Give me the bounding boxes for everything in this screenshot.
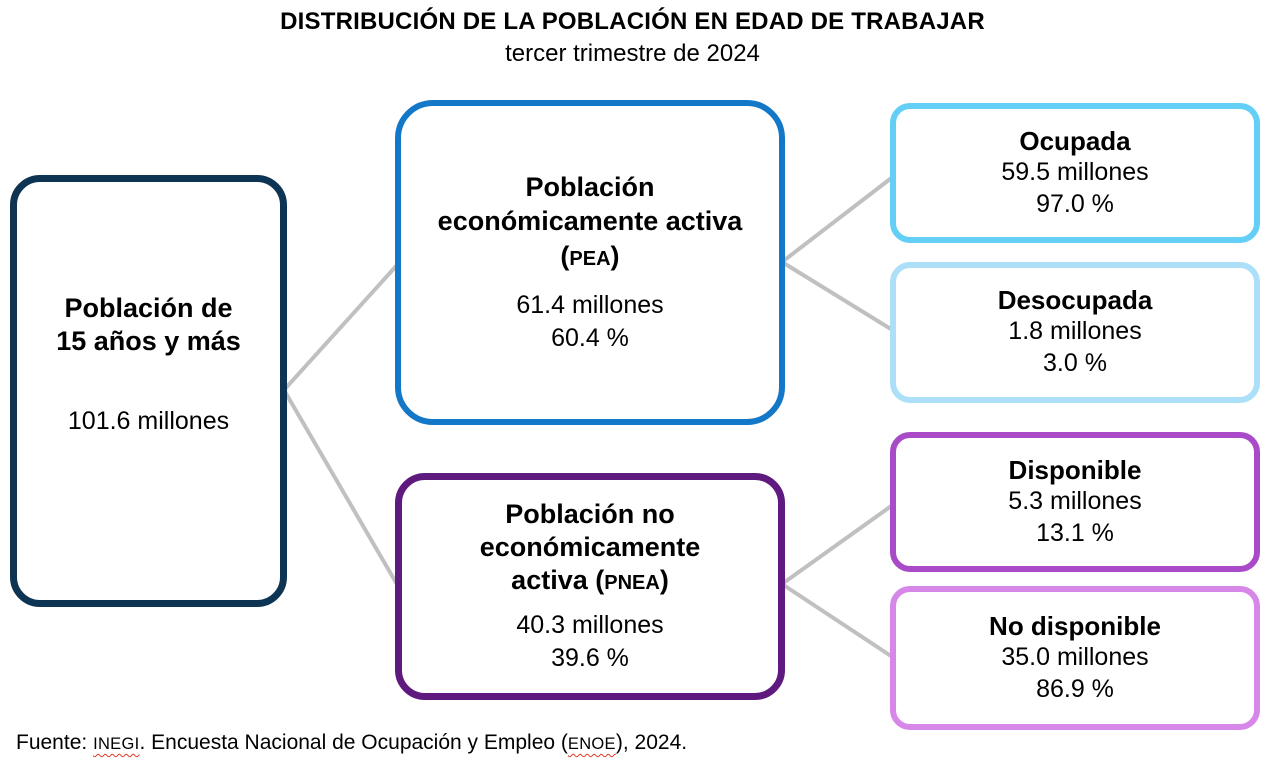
paren-close: ) bbox=[610, 240, 620, 271]
node-acronym-line: activa (PNEA) bbox=[480, 564, 701, 597]
node-label-line: Población bbox=[525, 171, 655, 202]
node-label-line: Población de bbox=[64, 292, 233, 323]
connector-pea-ocupada bbox=[780, 174, 896, 264]
title-block: DISTRIBUCIÓN DE LA POBLACIÓN EN EDAD DE … bbox=[0, 8, 1265, 68]
node-percent: 60.4 % bbox=[551, 324, 629, 353]
source-enoe: ENOE bbox=[567, 735, 616, 753]
connector-pnea-no-disponible bbox=[780, 582, 896, 660]
node-ocupada: Ocupada 59.5 millones 97.0 % bbox=[890, 103, 1260, 243]
node-acronym: PEA bbox=[569, 247, 611, 270]
node-acronym: PNEA bbox=[604, 571, 660, 594]
node-pea: Población económicamente activa (PEA) 61… bbox=[395, 100, 785, 425]
node-label: Población de 15 años y más bbox=[56, 292, 241, 358]
node-label: Ocupada bbox=[1019, 125, 1131, 156]
node-value: 40.3 millones bbox=[516, 610, 664, 639]
source-note: Fuente: INEGI. Encuesta Nacional de Ocup… bbox=[16, 731, 687, 755]
node-acronym-line: (PEA) bbox=[438, 239, 743, 274]
node-label: Disponible bbox=[1008, 454, 1142, 485]
paren-close: ) bbox=[659, 564, 669, 595]
node-label-line: activa ( bbox=[511, 564, 605, 595]
connector-root-pea bbox=[282, 262, 400, 392]
node-stats: 40.3 millones 39.6 % bbox=[516, 609, 663, 675]
node-value: 5.3 millones bbox=[1008, 486, 1142, 515]
node-percent: 3.0 % bbox=[1043, 349, 1107, 378]
diagram-subtitle: tercer trimestre de 2024 bbox=[505, 40, 760, 67]
source-prefix: Fuente: bbox=[16, 731, 94, 754]
node-percent: 39.6 % bbox=[551, 643, 629, 672]
node-label: No disponible bbox=[989, 610, 1161, 641]
connector-root-pnea bbox=[282, 388, 400, 588]
node-percent: 97.0 % bbox=[1036, 189, 1114, 218]
connector-pea-desocupada bbox=[780, 260, 896, 333]
node-value: 101.6 millones bbox=[67, 407, 230, 436]
connector-pnea-disponible bbox=[780, 502, 896, 586]
source-inegi: INEGI bbox=[93, 735, 140, 753]
paren-open: ( bbox=[560, 240, 570, 271]
node-value: 1.8 millones bbox=[1008, 317, 1142, 346]
node-disponible: Disponible 5.3 millones 13.1 % bbox=[890, 432, 1260, 572]
node-label: Población económicamente activa (PEA) bbox=[438, 170, 743, 274]
node-desocupada: Desocupada 1.8 millones 3.0 % bbox=[890, 262, 1260, 403]
node-label-line: 15 años y más bbox=[56, 325, 241, 356]
node-label: Desocupada bbox=[997, 285, 1153, 316]
source-middle: . Encuesta Nacional de Ocupación y Emple… bbox=[139, 731, 568, 754]
node-label-line: económicamente bbox=[479, 532, 701, 563]
node-label-line: Población no bbox=[505, 499, 675, 530]
node-stats: 61.4 millones 60.4 % bbox=[516, 289, 663, 355]
source-suffix: ), 2024. bbox=[615, 731, 688, 754]
node-percent: 13.1 % bbox=[1036, 518, 1114, 547]
diagram-title: DISTRIBUCIÓN DE LA POBLACIÓN EN EDAD DE … bbox=[280, 8, 985, 35]
node-percent: 86.9 % bbox=[1036, 674, 1114, 703]
node-label-line: económicamente activa bbox=[437, 206, 743, 237]
node-label: Población no económicamente activa (PNEA… bbox=[480, 498, 701, 597]
node-value: 61.4 millones bbox=[516, 291, 664, 320]
node-value: 59.5 millones bbox=[1001, 157, 1149, 186]
node-pnea: Población no económicamente activa (PNEA… bbox=[395, 473, 785, 700]
node-poblacion-15-anios: Población de 15 años y más 101.6 millone… bbox=[10, 175, 287, 607]
node-no-disponible: No disponible 35.0 millones 86.9 % bbox=[890, 586, 1260, 730]
node-value: 35.0 millones bbox=[1001, 642, 1149, 671]
